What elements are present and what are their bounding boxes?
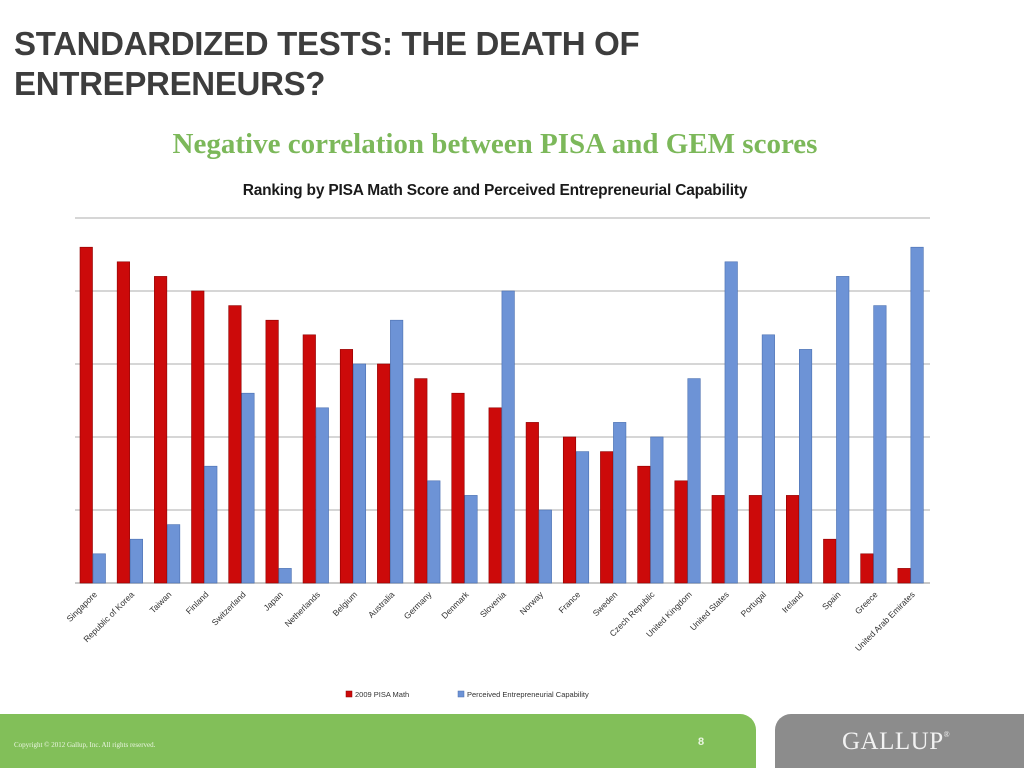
bar-pisa-math xyxy=(562,436,577,584)
x-tick-label: Spain xyxy=(820,589,843,612)
legend-swatch-capability xyxy=(457,690,465,698)
x-tick-label: Belgium xyxy=(330,589,359,618)
bar-entrepreneurial-capability xyxy=(575,451,590,584)
x-tick-label: Netherlands xyxy=(283,589,322,628)
gallup-logo-text: GALLUP xyxy=(842,728,944,755)
x-tick-label: Japan xyxy=(261,589,285,613)
slide-title: STANDARDIZED TESTS: THE DEATH OF ENTREPR… xyxy=(14,25,640,102)
copyright-text: Copyright © 2012 Gallup, Inc. All rights… xyxy=(14,741,156,749)
bar-pisa-math xyxy=(414,378,428,584)
x-tick-label: Denmark xyxy=(439,589,471,621)
x-tick-label: United States xyxy=(688,589,731,632)
legend-label-pisa: 2009 PISA Math xyxy=(355,690,409,699)
bar-entrepreneurial-capability xyxy=(427,480,441,584)
x-tick-label: France xyxy=(556,589,582,615)
bar-pisa-math xyxy=(488,407,502,584)
bar-entrepreneurial-capability xyxy=(464,495,478,584)
bar-entrepreneurial-capability xyxy=(501,290,515,584)
bar-pisa-math xyxy=(748,495,762,584)
x-tick-label: Slovenia xyxy=(478,589,508,619)
bar-entrepreneurial-capability xyxy=(92,553,106,584)
bar-pisa-math xyxy=(860,553,874,584)
bar-pisa-math xyxy=(674,480,688,584)
bar-pisa-math xyxy=(786,495,800,584)
bar-pisa-math xyxy=(154,276,168,584)
bar-pisa-math xyxy=(377,363,391,584)
bar-entrepreneurial-capability xyxy=(204,465,218,584)
page-number: 8 xyxy=(698,736,705,748)
bar-entrepreneurial-capability xyxy=(538,509,552,584)
registered-mark: ® xyxy=(943,730,951,739)
bar-pisa-math xyxy=(191,290,205,584)
bar-entrepreneurial-capability xyxy=(315,407,329,584)
bar-pisa-math xyxy=(711,495,725,584)
bar-entrepreneurial-capability xyxy=(799,349,813,584)
bar-entrepreneurial-capability xyxy=(241,392,255,584)
footer-bar: Copyright © 2012 Gallup, Inc. All rights… xyxy=(0,714,756,768)
bar-entrepreneurial-capability xyxy=(167,524,181,584)
bar-pisa-math xyxy=(525,422,539,584)
slide-subtitle: Negative correlation between PISA and GE… xyxy=(172,128,818,160)
bar-pisa-math xyxy=(451,392,465,584)
legend-swatch-pisa xyxy=(345,690,353,698)
bar-pisa-math xyxy=(600,451,614,584)
bar-pisa-math xyxy=(228,305,242,584)
legend: 2009 PISA Math Perceived Entrepreneurial … xyxy=(345,690,589,699)
bar-entrepreneurial-capability xyxy=(724,261,738,584)
x-tick-label: Germany xyxy=(402,589,434,621)
bar-entrepreneurial-capability xyxy=(278,568,292,584)
x-tick-label: Finland xyxy=(184,589,211,616)
gallup-logo: GALLUP® xyxy=(842,728,950,756)
bars xyxy=(79,246,924,584)
bar-entrepreneurial-capability xyxy=(910,246,924,584)
logo-panel: GALLUP® xyxy=(775,714,1024,768)
bar-entrepreneurial-capability xyxy=(390,319,404,584)
bar-pisa-math xyxy=(265,319,279,584)
bar-entrepreneurial-capability xyxy=(129,538,143,584)
bar-entrepreneurial-capability xyxy=(873,305,887,584)
bar-entrepreneurial-capability xyxy=(613,422,627,584)
bar-entrepreneurial-capability xyxy=(761,334,775,584)
x-tick-label: Taiwan xyxy=(148,589,174,615)
x-tick-label: Norway xyxy=(518,589,546,617)
bar-pisa-math xyxy=(823,538,837,584)
x-tick-label: Portugal xyxy=(739,589,769,619)
bar-entrepreneurial-capability xyxy=(352,363,367,584)
x-tick-label: Greece xyxy=(853,589,880,616)
x-tick-label: Switzerland xyxy=(210,589,248,627)
legend-label-capability: Perceived Entrepreneurial Capability xyxy=(467,690,589,699)
x-tick-label: Australia xyxy=(366,589,397,620)
bar-pisa-math xyxy=(897,568,911,584)
bar-pisa-math xyxy=(79,246,93,584)
x-tick-label: Ireland xyxy=(780,589,806,615)
bar-entrepreneurial-capability xyxy=(650,436,664,584)
chart-title: Ranking by PISA Math Score and Perceived… xyxy=(242,182,748,199)
bar-entrepreneurial-capability xyxy=(836,276,850,584)
x-tick-label: Sweden xyxy=(591,589,620,618)
x-tick-label: Singapore xyxy=(65,589,100,624)
bar-pisa-math xyxy=(339,349,354,584)
bar-entrepreneurial-capability xyxy=(687,378,701,584)
bar-pisa-math xyxy=(637,465,651,584)
bar-pisa-math xyxy=(116,261,130,584)
bar-pisa-math xyxy=(302,334,316,584)
